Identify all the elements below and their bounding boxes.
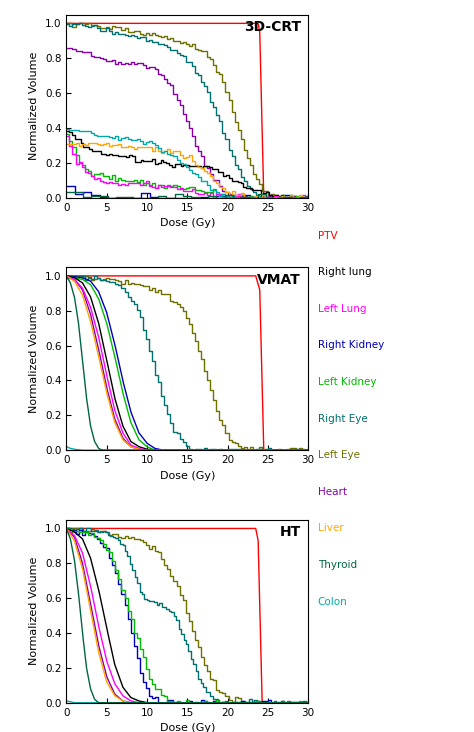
Text: Heart: Heart — [318, 487, 346, 497]
Text: Right Kidney: Right Kidney — [318, 340, 384, 351]
Text: 3D-CRT: 3D-CRT — [244, 20, 301, 34]
Text: Left Lung: Left Lung — [318, 304, 366, 314]
Text: Right Eye: Right Eye — [318, 414, 367, 424]
X-axis label: Dose (Gy): Dose (Gy) — [160, 471, 215, 481]
Y-axis label: Normalized Volume: Normalized Volume — [29, 305, 39, 413]
Text: HT: HT — [280, 526, 301, 539]
Text: Right lung: Right lung — [318, 267, 371, 277]
Y-axis label: Normalized Volume: Normalized Volume — [29, 557, 39, 665]
Text: Liver: Liver — [318, 523, 343, 534]
Text: Colon: Colon — [318, 597, 347, 607]
X-axis label: Dose (Gy): Dose (Gy) — [160, 723, 215, 732]
Y-axis label: Normalized Volume: Normalized Volume — [29, 52, 39, 160]
Text: Thyroid: Thyroid — [318, 560, 357, 570]
Text: PTV: PTV — [318, 231, 337, 241]
X-axis label: Dose (Gy): Dose (Gy) — [160, 218, 215, 228]
Text: Left Eye: Left Eye — [318, 450, 360, 460]
Text: VMAT: VMAT — [257, 273, 301, 287]
Text: Left Kidney: Left Kidney — [318, 377, 376, 387]
